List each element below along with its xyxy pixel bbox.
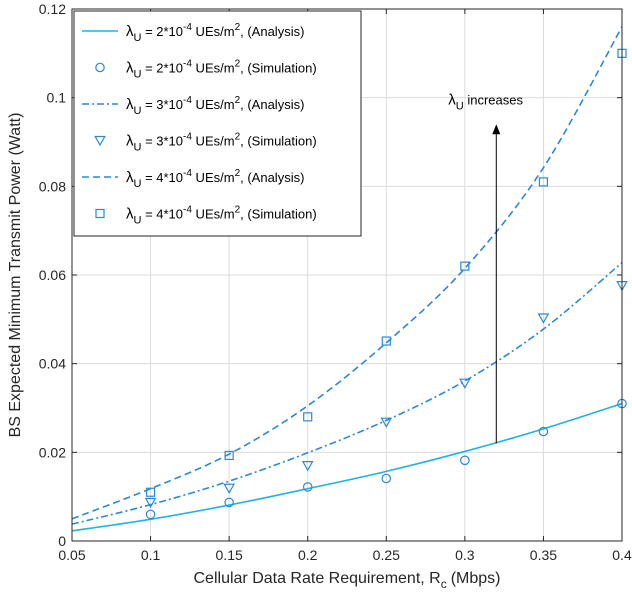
data-point xyxy=(460,261,470,271)
x-tick-label: 0.1 xyxy=(141,547,161,563)
x-axis-label-unit: (Mbps) xyxy=(451,570,501,587)
x-axis-label-text: Cellular Data Rate Requirement, R xyxy=(194,570,441,587)
legend-entry-4: λU = 4*10-4 UEs/m2, (Analysis) xyxy=(82,168,304,190)
legend-label: λU = 3*10-4 UEs/m2, (Simulation) xyxy=(126,132,317,154)
x-tick-label: 0.3 xyxy=(455,547,475,563)
legend: λU = 2*10-4 UEs/m2, (Analysis) λU = 2*10-… xyxy=(73,10,362,237)
legend-entry-0: λU = 2*10-4 UEs/m2, (Analysis) xyxy=(82,22,304,44)
x-tick-label: 0.2 xyxy=(298,547,318,563)
x-tick-label: 0.05 xyxy=(58,547,85,563)
annotation-arrow-head xyxy=(492,124,501,135)
legend-label: λU = 2*10-4 UEs/m2, (Analysis) xyxy=(126,22,304,44)
data-point xyxy=(460,455,470,466)
legend-label: λU = 4*10-4 UEs/m2, (Analysis) xyxy=(126,168,304,190)
data-point xyxy=(145,509,156,520)
data-point xyxy=(145,487,156,497)
data-point xyxy=(537,313,550,324)
series-line xyxy=(71,261,623,525)
y-tick-label: 0 xyxy=(58,533,66,549)
y-tick-label: 0.1 xyxy=(47,90,67,106)
legend-marker xyxy=(95,62,105,73)
series-layer xyxy=(71,26,628,532)
y-tick-label: 0.02 xyxy=(39,444,66,460)
legend-marker xyxy=(94,135,106,147)
x-tick-label: 0.25 xyxy=(373,547,400,563)
legend-marker xyxy=(95,208,105,219)
series-4 xyxy=(71,26,623,520)
ticks: 0.05 0.1 0.15 0.2 0.25 0.3 0.35 0.4 0 0.02 0.04 0.0… xyxy=(39,1,632,563)
x-tick-label: 0.35 xyxy=(530,547,557,563)
legend-entry-2: λU = 3*10-4 UEs/m2, (Analysis) xyxy=(82,95,304,117)
data-point xyxy=(380,417,393,428)
data-point xyxy=(381,336,391,346)
data-point xyxy=(223,483,235,494)
x-tick-label: 0.4 xyxy=(612,547,632,563)
data-point xyxy=(224,450,234,461)
legend-label: λU = 2*10-4 UEs/m2, (Simulation) xyxy=(126,59,317,81)
annotation-text: λU increases xyxy=(448,91,523,112)
legend-entry-5: λU = 4*10-4 UEs/m2, (Simulation) xyxy=(95,205,317,227)
series-2 xyxy=(71,261,623,525)
series-line xyxy=(71,26,623,520)
y-tick-label: 0.04 xyxy=(39,356,66,372)
legend-entry-1: λU = 2*10-4 UEs/m2, (Simulation) xyxy=(95,59,317,81)
y-tick-label: 0.06 xyxy=(39,267,66,283)
data-point xyxy=(302,482,313,492)
y-tick-label: 0.12 xyxy=(39,1,66,17)
annotation-layer: λU increases xyxy=(448,91,523,444)
data-point xyxy=(224,497,234,508)
data-point xyxy=(144,497,157,509)
data-point xyxy=(301,461,314,472)
series-1 xyxy=(145,398,627,520)
data-point xyxy=(459,378,471,389)
legend-entry-3: λU = 3*10-4 UEs/m2, (Simulation) xyxy=(94,132,317,154)
data-point xyxy=(381,473,392,484)
y-axis-label: BS Expected Minimum Transmit Power (Watt… xyxy=(7,113,24,438)
legend-label: λU = 3*10-4 UEs/m2, (Analysis) xyxy=(126,95,304,117)
y-axis-label-text: BS Expected Minimum Transmit Power (Watt… xyxy=(7,113,24,438)
data-point xyxy=(303,412,313,422)
y-tick-label: 0.08 xyxy=(39,178,66,194)
legend-label: λU = 4*10-4 UEs/m2, (Simulation) xyxy=(126,205,317,227)
data-point xyxy=(538,177,549,187)
x-axis-label: Cellular Data Rate Requirement, Rc (Mbps) xyxy=(194,570,501,591)
series-line xyxy=(71,402,623,532)
series-0 xyxy=(71,402,623,532)
x-tick-label: 0.15 xyxy=(216,547,243,563)
x-axis-label-sub: c xyxy=(441,577,447,591)
legend-box xyxy=(73,10,362,237)
data-point xyxy=(538,426,549,437)
